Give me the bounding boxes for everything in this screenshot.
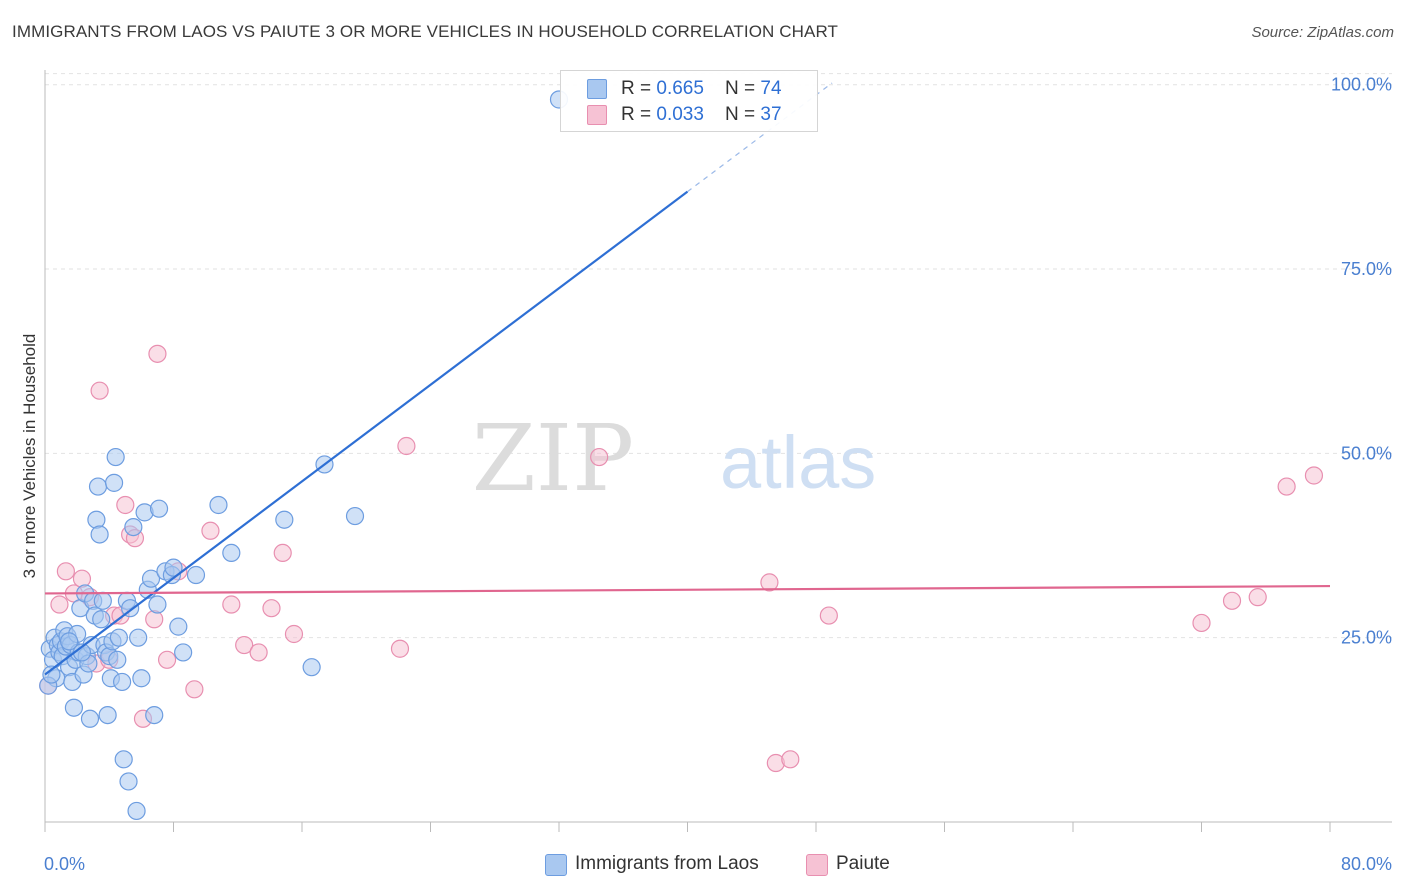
paiute-point	[157, 650, 177, 669]
gridlines	[45, 73, 1392, 639]
laos-point	[64, 698, 84, 717]
paiute-point	[590, 447, 609, 467]
laos-point	[124, 517, 143, 537]
laos-point	[93, 591, 112, 610]
paiute-point	[1248, 588, 1267, 607]
laos-point	[149, 499, 169, 518]
laos-point	[112, 672, 132, 692]
laos-point	[169, 617, 188, 636]
laos-point	[114, 750, 133, 769]
paiute-point	[90, 381, 109, 400]
laos-point	[302, 658, 321, 677]
paiute-point	[72, 569, 92, 588]
y-tick-label: 25.0%	[1341, 628, 1392, 648]
laos-point	[222, 543, 241, 563]
laos-point	[80, 709, 100, 728]
legend-r-label: R =	[621, 104, 657, 125]
laos-points	[39, 90, 569, 821]
laos-point	[148, 595, 167, 614]
legend-text-paiute: R = 0.033 N = 37	[621, 104, 782, 126]
laos-point	[129, 628, 148, 647]
legend-r-label: R =	[621, 78, 657, 99]
legend-swatch-laos	[587, 79, 607, 99]
x-tick-label: 0.0%	[44, 854, 85, 874]
paiute-point	[116, 495, 135, 515]
laos-point	[92, 610, 111, 629]
laos-point	[90, 525, 109, 544]
watermark-zip: ZIP	[472, 405, 634, 512]
laos-point	[42, 665, 61, 684]
watermark-atlas: atlas	[720, 421, 876, 504]
laos-point	[145, 705, 164, 725]
paiute-point	[284, 624, 304, 644]
laos-point	[104, 473, 124, 492]
paiute-point	[781, 750, 800, 769]
laos-point	[127, 801, 146, 821]
legend-label-laos: Immigrants from Laos	[575, 853, 759, 874]
paiute-point	[760, 573, 779, 592]
paiute-point	[185, 680, 204, 699]
laos-point	[88, 477, 108, 496]
paiute-point	[390, 639, 410, 658]
paiute-point	[819, 606, 838, 625]
laos-point	[106, 447, 125, 467]
laos-point	[119, 772, 138, 791]
legend-swatch-paiute	[806, 854, 828, 876]
laos-point	[132, 669, 151, 688]
paiute-point	[56, 562, 75, 581]
paiute-point	[1277, 477, 1296, 496]
paiute-point	[397, 436, 416, 456]
legend-r-value-paiute: 0.033	[656, 104, 704, 125]
paiute-point	[222, 595, 241, 614]
paiute-point	[50, 595, 69, 614]
axes	[44, 70, 1392, 832]
laos-point	[98, 705, 117, 725]
legend-text-laos: R = 0.665 N = 74	[621, 78, 782, 100]
legend-swatch-laos	[545, 854, 567, 876]
laos-point	[164, 558, 183, 577]
paiute-point	[1222, 591, 1242, 610]
laos-point	[108, 650, 127, 669]
laos-point	[186, 565, 206, 585]
legend-swatch-paiute	[587, 105, 607, 125]
paiute-point	[249, 643, 268, 662]
paiute-point	[1304, 466, 1324, 485]
laos-point	[209, 495, 228, 515]
source-label: Source: ZipAtlas.com	[1251, 24, 1394, 41]
laos-point	[345, 506, 365, 526]
paiute-point	[1192, 613, 1211, 633]
laos-point	[141, 569, 161, 588]
laos-point	[174, 643, 193, 662]
chart-title: IMMIGRANTS FROM LAOS VS PAIUTE 3 OR MORE…	[12, 22, 839, 41]
legend-n-label: N =	[725, 104, 761, 125]
y-tick-label: 75.0%	[1341, 259, 1392, 279]
y-tick-label: 100.0%	[1331, 75, 1392, 95]
y-tick-label: 50.0%	[1341, 443, 1392, 463]
paiute-point	[273, 543, 292, 563]
watermark: ZIP atlas	[472, 405, 876, 512]
laos-point	[87, 510, 106, 529]
paiute-point	[201, 521, 220, 540]
tick-labels: 25.0% 50.0% 75.0% 100.0% 0.0% 80.0%	[44, 75, 1392, 874]
legend-n-value-paiute: 37	[760, 104, 782, 125]
x-tick-label: 80.0%	[1341, 854, 1392, 874]
correlation-legend: R = 0.665 N = 74 R = 0.033 N = 37	[560, 70, 818, 132]
trend-lines	[44, 82, 1331, 676]
paiute-point	[235, 635, 254, 655]
laos-point	[59, 632, 79, 651]
laos-point	[275, 510, 294, 529]
paiute-point	[262, 599, 281, 618]
legend-n-value-laos: 74	[760, 78, 782, 99]
paiute-trend-line	[44, 584, 1331, 595]
paiute-point	[148, 344, 167, 363]
series-legend: Immigrants from Laos Paiute	[0, 852, 1406, 878]
laos-trend-line	[44, 190, 689, 676]
laos-point	[109, 628, 128, 647]
legend-n-label: N =	[725, 78, 761, 99]
legend-label-paiute: Paiute	[836, 853, 890, 874]
paiute-point	[145, 610, 164, 629]
legend-r-value-laos: 0.665	[656, 78, 704, 99]
